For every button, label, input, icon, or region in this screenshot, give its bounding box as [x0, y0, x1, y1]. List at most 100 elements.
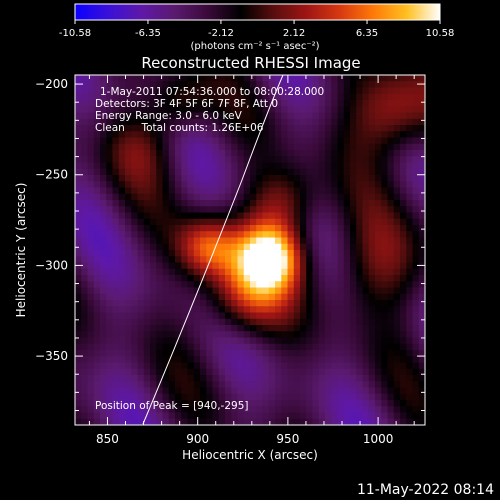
heatmap-cell — [175, 106, 182, 114]
heatmap-cell — [125, 350, 132, 357]
heatmap-cell — [306, 287, 314, 295]
heatmap-cell — [406, 168, 414, 176]
heatmap-cell — [156, 93, 164, 101]
heatmap-cell — [331, 143, 339, 151]
heatmap-cell — [287, 93, 295, 101]
heatmap-cell — [256, 387, 264, 395]
heatmap-cell — [306, 150, 314, 157]
heatmap-cell — [81, 118, 89, 126]
heatmap-cell — [400, 287, 407, 295]
heatmap-cell — [393, 200, 401, 207]
heatmap-cell — [393, 256, 401, 264]
heatmap-cell — [75, 293, 82, 301]
heatmap-cell — [143, 206, 151, 214]
heatmap-cell — [368, 150, 376, 157]
heatmap-cell — [318, 400, 326, 407]
heatmap-cell — [375, 218, 382, 226]
heatmap-cell — [75, 393, 82, 401]
heatmap-cell — [400, 306, 407, 314]
heatmap-cell — [181, 406, 189, 414]
heatmap-cell — [293, 375, 301, 382]
heatmap-cell — [412, 175, 420, 182]
heatmap-cell — [343, 368, 351, 376]
heatmap-cell — [206, 112, 214, 120]
heatmap-cell — [368, 300, 376, 307]
heatmap-cell — [281, 281, 289, 289]
heatmap-cell — [381, 343, 389, 351]
colorbar-tick-label: 10.58 — [426, 28, 455, 39]
heatmap-cell — [156, 250, 164, 257]
heatmap-cell — [306, 118, 314, 126]
heatmap-cell — [206, 131, 214, 139]
heatmap-cell — [237, 237, 245, 245]
heatmap-cell — [268, 131, 276, 139]
heatmap-cell — [181, 156, 189, 164]
heatmap-cell — [275, 256, 282, 264]
heatmap-cell — [362, 331, 370, 339]
heatmap-cell — [331, 87, 339, 95]
heatmap-cell — [356, 387, 364, 395]
heatmap-cell — [356, 250, 364, 257]
heatmap-cell — [293, 125, 301, 132]
heatmap-cell — [268, 350, 276, 357]
heatmap-cell — [256, 281, 264, 289]
heatmap-cell — [287, 168, 295, 176]
heatmap-cell — [293, 331, 301, 339]
heatmap-cell — [406, 81, 414, 89]
heatmap-cell — [193, 200, 201, 207]
heatmap-cell — [356, 181, 364, 189]
heatmap-cell — [131, 81, 139, 89]
heatmap-cell — [318, 137, 326, 145]
heatmap-cell — [331, 193, 339, 201]
heatmap-cell — [256, 331, 264, 339]
heatmap-cell — [350, 356, 357, 364]
heatmap-cell — [331, 300, 339, 307]
heatmap-cell — [337, 81, 345, 89]
heatmap-cell — [387, 400, 395, 407]
heatmap-cell — [125, 143, 132, 151]
heatmap-cell — [268, 287, 276, 295]
heatmap-cell — [87, 368, 95, 376]
heatmap-cell — [181, 287, 189, 295]
heatmap-cell — [237, 162, 245, 170]
heatmap-cell — [325, 175, 332, 182]
heatmap-cell — [306, 325, 314, 332]
heatmap-cell — [187, 243, 195, 251]
heatmap-cell — [412, 137, 420, 145]
heatmap-cell — [137, 418, 145, 425]
heatmap-cell — [225, 175, 232, 182]
heatmap-cell — [200, 243, 207, 251]
heatmap-cell — [231, 281, 239, 289]
heatmap-cell — [187, 281, 195, 289]
heatmap-cell — [187, 156, 195, 164]
heatmap-cell — [162, 156, 170, 164]
heatmap-cell — [81, 362, 89, 370]
heatmap-cell — [250, 393, 257, 401]
heatmap-cell — [231, 193, 239, 201]
heatmap-cell — [362, 412, 370, 420]
heatmap-cell — [262, 175, 270, 182]
heatmap-cell — [406, 156, 414, 164]
heatmap-cell — [87, 362, 95, 370]
heatmap-cell — [81, 412, 89, 420]
heatmap-cell — [387, 93, 395, 101]
heatmap-cell — [225, 293, 232, 301]
heatmap-cell — [100, 81, 107, 89]
heatmap-cell — [87, 143, 95, 151]
heatmap-cell — [287, 412, 295, 420]
heatmap-cell — [143, 200, 151, 207]
chart-title: Reconstructed RHESSI Image — [141, 54, 360, 72]
heatmap-cell — [293, 418, 301, 425]
heatmap-cell — [218, 368, 226, 376]
heatmap-cell — [343, 156, 351, 164]
heatmap-cell — [418, 387, 425, 395]
heatmap-cell — [137, 406, 145, 414]
heatmap-cell — [100, 368, 107, 376]
heatmap-cell — [306, 412, 314, 420]
heatmap-cell — [337, 131, 345, 139]
heatmap-cell — [250, 118, 257, 126]
heatmap-cell — [412, 368, 420, 376]
heatmap-cell — [193, 187, 201, 195]
heatmap-cell — [125, 162, 132, 170]
heatmap-cell — [387, 312, 395, 320]
